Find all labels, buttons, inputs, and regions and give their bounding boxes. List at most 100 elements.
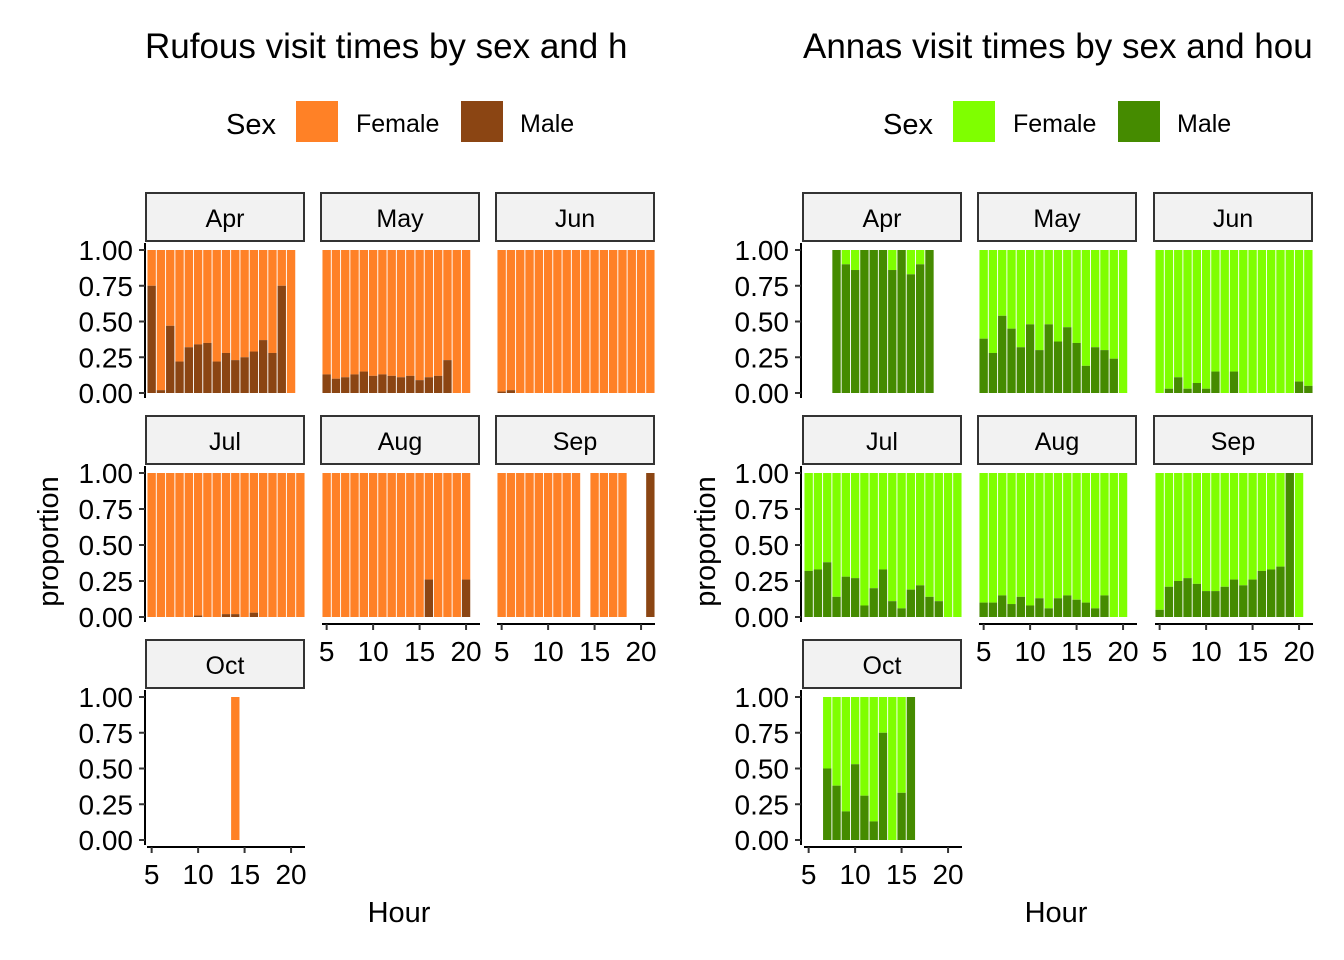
bar-female bbox=[221, 473, 231, 615]
bars bbox=[497, 473, 655, 617]
y-tick-label: 0.75 bbox=[79, 494, 134, 525]
bar-female bbox=[415, 473, 424, 617]
bar-female bbox=[1248, 473, 1257, 580]
bar-female bbox=[506, 250, 516, 391]
bars bbox=[322, 473, 471, 617]
bar-male bbox=[221, 352, 231, 393]
facet-strip bbox=[1153, 415, 1313, 465]
bar-male bbox=[359, 371, 369, 393]
bar-female bbox=[618, 250, 627, 393]
bar-female bbox=[175, 250, 184, 362]
bar-female bbox=[1081, 250, 1091, 366]
y-tick-label: 0.50 bbox=[79, 530, 134, 561]
bar-female bbox=[461, 250, 471, 393]
bar-female bbox=[888, 250, 897, 271]
bar-male bbox=[841, 264, 851, 393]
bar-male bbox=[841, 576, 851, 617]
bar-male bbox=[258, 340, 268, 393]
x-tick-label: 10 bbox=[1191, 636, 1222, 667]
bar-male bbox=[1276, 566, 1285, 617]
bar-female bbox=[506, 473, 516, 617]
bar-female bbox=[1257, 250, 1267, 393]
bar-male bbox=[406, 375, 415, 393]
bar-male bbox=[156, 390, 166, 393]
bar-female bbox=[1100, 473, 1109, 596]
bar-female bbox=[627, 250, 636, 393]
y-tick-label: 0.75 bbox=[79, 271, 134, 302]
x-tick-label: 10 bbox=[358, 636, 389, 667]
bar-female bbox=[516, 250, 525, 393]
bar-female bbox=[406, 473, 415, 617]
bar-female bbox=[396, 473, 406, 617]
bar-female bbox=[497, 250, 506, 392]
bar-female bbox=[350, 473, 359, 617]
bar-female bbox=[1155, 473, 1164, 610]
bar-female bbox=[1090, 250, 1100, 348]
facet-strip bbox=[145, 415, 305, 465]
legend-swatch-female bbox=[953, 101, 995, 142]
panel-sep: Sep 5 10 15 20 bbox=[1152, 415, 1315, 667]
y-tick-label: 0.50 bbox=[79, 307, 134, 338]
bar-male bbox=[1090, 347, 1100, 393]
facet-strip bbox=[802, 415, 962, 465]
legend-label-female: Female bbox=[1013, 110, 1096, 138]
y-tick-label: 1.00 bbox=[79, 682, 134, 713]
bar-male bbox=[979, 338, 988, 393]
bar-male bbox=[1053, 598, 1063, 617]
bar-female bbox=[1276, 473, 1285, 567]
y-tick-label: 0.25 bbox=[735, 566, 790, 597]
bar-female bbox=[534, 473, 544, 617]
bar-female bbox=[553, 250, 562, 393]
x-tick-label: 5 bbox=[801, 859, 817, 890]
bar-male bbox=[240, 357, 249, 393]
bar-female bbox=[1285, 250, 1294, 393]
bars bbox=[497, 250, 655, 393]
bar-male bbox=[915, 264, 925, 393]
bar-female bbox=[608, 250, 618, 393]
bar-female bbox=[203, 473, 212, 617]
bar-female bbox=[286, 473, 296, 617]
panel-jun: Jun bbox=[495, 192, 655, 393]
bar-male bbox=[832, 250, 841, 393]
bar-male bbox=[915, 585, 925, 617]
bar-female bbox=[525, 473, 534, 617]
chart-title: Annas visit times by sex and hou bbox=[803, 27, 1313, 66]
bar-female bbox=[249, 250, 259, 352]
bar-male bbox=[387, 375, 396, 393]
bar-female bbox=[378, 473, 387, 617]
y-tick-label: 0.50 bbox=[79, 754, 134, 785]
bar-female bbox=[915, 473, 925, 586]
bar-female bbox=[823, 697, 832, 769]
bars bbox=[147, 250, 296, 393]
y-tick-label: 1.00 bbox=[79, 458, 134, 489]
facet-strip-label: Aug bbox=[1035, 428, 1079, 456]
bar-female bbox=[1220, 250, 1229, 393]
bar-female bbox=[231, 697, 240, 840]
bar-female bbox=[433, 250, 443, 376]
bar-female bbox=[424, 473, 434, 580]
bar-female bbox=[1118, 250, 1128, 393]
bar-female bbox=[1044, 250, 1053, 325]
panel-may: May bbox=[977, 192, 1137, 393]
bar-male bbox=[823, 562, 832, 617]
bar-male bbox=[1248, 579, 1257, 617]
bar-female bbox=[1201, 473, 1211, 592]
bars bbox=[1155, 473, 1304, 617]
bar-male bbox=[322, 374, 331, 393]
panel-apr: Apr 1.00 0.75 0.50 0.25 0.00 bbox=[79, 192, 305, 409]
bars bbox=[979, 473, 1128, 617]
bar-male bbox=[897, 608, 906, 617]
bar-female bbox=[1174, 473, 1183, 581]
bar-female bbox=[240, 473, 249, 617]
panel-jun: Jun bbox=[1153, 192, 1313, 393]
y-tick-label: 0.75 bbox=[735, 718, 790, 749]
bar-male bbox=[497, 391, 506, 393]
bar-female bbox=[599, 473, 609, 617]
bar-female bbox=[813, 473, 823, 570]
bar-male bbox=[998, 595, 1007, 617]
legend-title: Sex bbox=[883, 109, 933, 141]
bar-male bbox=[1229, 371, 1239, 393]
bar-female bbox=[608, 473, 618, 617]
bar-female bbox=[1211, 250, 1220, 372]
bar-male bbox=[646, 473, 655, 617]
